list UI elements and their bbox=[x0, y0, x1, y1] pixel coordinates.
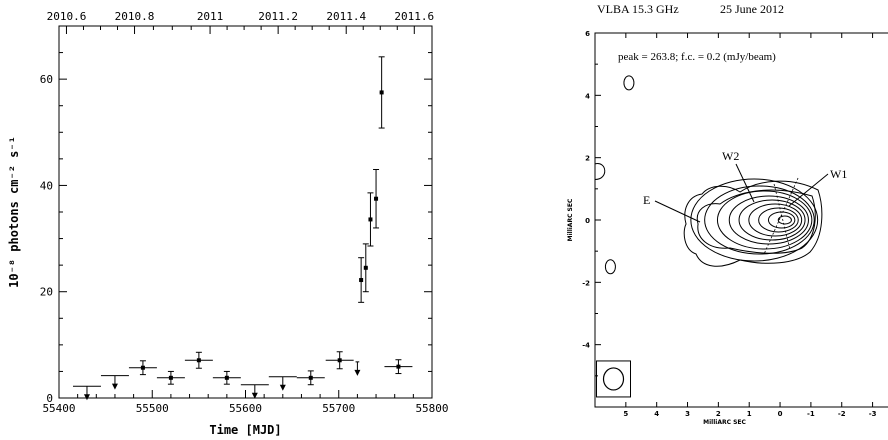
data-point bbox=[359, 278, 364, 283]
contour-level bbox=[758, 207, 799, 233]
top-tick-label: 2011.6 bbox=[394, 10, 434, 23]
y-tick-label: 6 bbox=[585, 30, 590, 38]
y-tick-label: 60 bbox=[40, 73, 53, 86]
x-tick-label: 5 bbox=[623, 410, 628, 418]
data-point bbox=[224, 375, 229, 380]
isolated-contour bbox=[623, 75, 635, 91]
isolated-contour bbox=[604, 259, 616, 275]
map-annotation: peak = 263.8; f.c. = 0.2 (mJy/beam) bbox=[618, 51, 776, 63]
map-title-left: VLBA 15.3 GHz bbox=[597, 2, 679, 16]
data-point bbox=[368, 217, 373, 222]
light-curve-chart: 55400 55500 55600 55700 55800 0 20 40 60 2010.6 20… bbox=[7, 10, 449, 437]
x-tick-label: -2 bbox=[838, 410, 846, 418]
contour-level bbox=[777, 215, 792, 225]
beam-ellipse bbox=[602, 367, 625, 391]
y-axis-title: MilliARC SEC bbox=[567, 198, 574, 241]
y-tick-label: 4 bbox=[585, 92, 590, 100]
polarization-line bbox=[763, 177, 799, 255]
x-tick-label: 55400 bbox=[42, 402, 75, 415]
component-leader bbox=[788, 173, 829, 207]
data-point bbox=[396, 364, 401, 369]
x-tick-label: 2 bbox=[716, 410, 721, 418]
x-tick-label: 3 bbox=[685, 410, 690, 418]
isolated-contour bbox=[594, 163, 606, 180]
data-point bbox=[140, 365, 145, 370]
x-tick-label: 4 bbox=[654, 410, 659, 418]
y-tick-label: 0 bbox=[585, 217, 590, 225]
data-point bbox=[363, 265, 368, 270]
x-tick-label: -1 bbox=[807, 410, 815, 418]
x-tick-label: 55500 bbox=[136, 402, 169, 415]
component-label: E bbox=[643, 193, 650, 207]
y-tick-label: -2 bbox=[582, 279, 590, 287]
contour-level bbox=[738, 199, 806, 241]
data-point bbox=[308, 375, 313, 380]
y-axis-title: 10⁻⁸ photons cm⁻² s⁻¹ bbox=[7, 136, 21, 288]
vlba-contour-map: 5 4 3 2 1 0 -1 -2 -3 6 4 2 0 -2 -4 MilliARC SEC MilliARC… bbox=[567, 2, 888, 426]
map-title-right: 25 June 2012 bbox=[720, 2, 784, 16]
top-tick-label: 2011.2 bbox=[258, 10, 298, 23]
contour-envelope bbox=[683, 180, 823, 267]
contour-level bbox=[704, 185, 815, 255]
upper-limit-arrow bbox=[354, 369, 361, 376]
upper-limit-arrow bbox=[279, 384, 286, 391]
data-point bbox=[374, 196, 379, 201]
top-tick-label: 2011.4 bbox=[326, 10, 366, 23]
x-tick-label: 55700 bbox=[322, 402, 355, 415]
top-tick-label: 2011 bbox=[197, 10, 224, 23]
component-label: W1 bbox=[830, 167, 847, 181]
data-point bbox=[168, 375, 173, 380]
data-point bbox=[196, 358, 201, 363]
component-leader bbox=[654, 200, 701, 223]
map-frame bbox=[594, 32, 888, 408]
component-leader bbox=[735, 163, 755, 203]
y-tick-label: -4 bbox=[582, 342, 590, 350]
contour-level bbox=[696, 189, 816, 254]
y-tick-label: 20 bbox=[40, 286, 53, 299]
upper-limit-arrow bbox=[83, 394, 90, 401]
contour-level bbox=[767, 211, 796, 229]
y-tick-label: 40 bbox=[40, 179, 53, 192]
x-tick-label: 0 bbox=[778, 410, 783, 418]
polarization-line bbox=[773, 183, 791, 251]
x-tick-label: -3 bbox=[869, 410, 877, 418]
x-axis-title: Time [MJD] bbox=[209, 423, 281, 437]
beam-box bbox=[596, 360, 632, 398]
contour-level bbox=[716, 190, 813, 250]
top-tick-label: 2010.8 bbox=[115, 10, 155, 23]
data-point bbox=[379, 90, 384, 95]
component-label: W2 bbox=[722, 149, 739, 163]
y-tick-label: 2 bbox=[585, 155, 590, 163]
x-tick-label: 55600 bbox=[229, 402, 262, 415]
contour-level bbox=[690, 178, 819, 262]
contour-level bbox=[748, 203, 803, 237]
y-tick-label: 0 bbox=[46, 392, 53, 405]
x-tick-label: 55800 bbox=[415, 402, 448, 415]
x-axis-title: MilliARC SEC bbox=[703, 419, 746, 426]
data-point bbox=[337, 358, 342, 363]
x-tick-label: 1 bbox=[747, 410, 752, 418]
top-tick-label: 2010.6 bbox=[47, 10, 87, 23]
upper-limit-arrow bbox=[111, 383, 118, 390]
upper-limit-arrow bbox=[251, 392, 258, 399]
